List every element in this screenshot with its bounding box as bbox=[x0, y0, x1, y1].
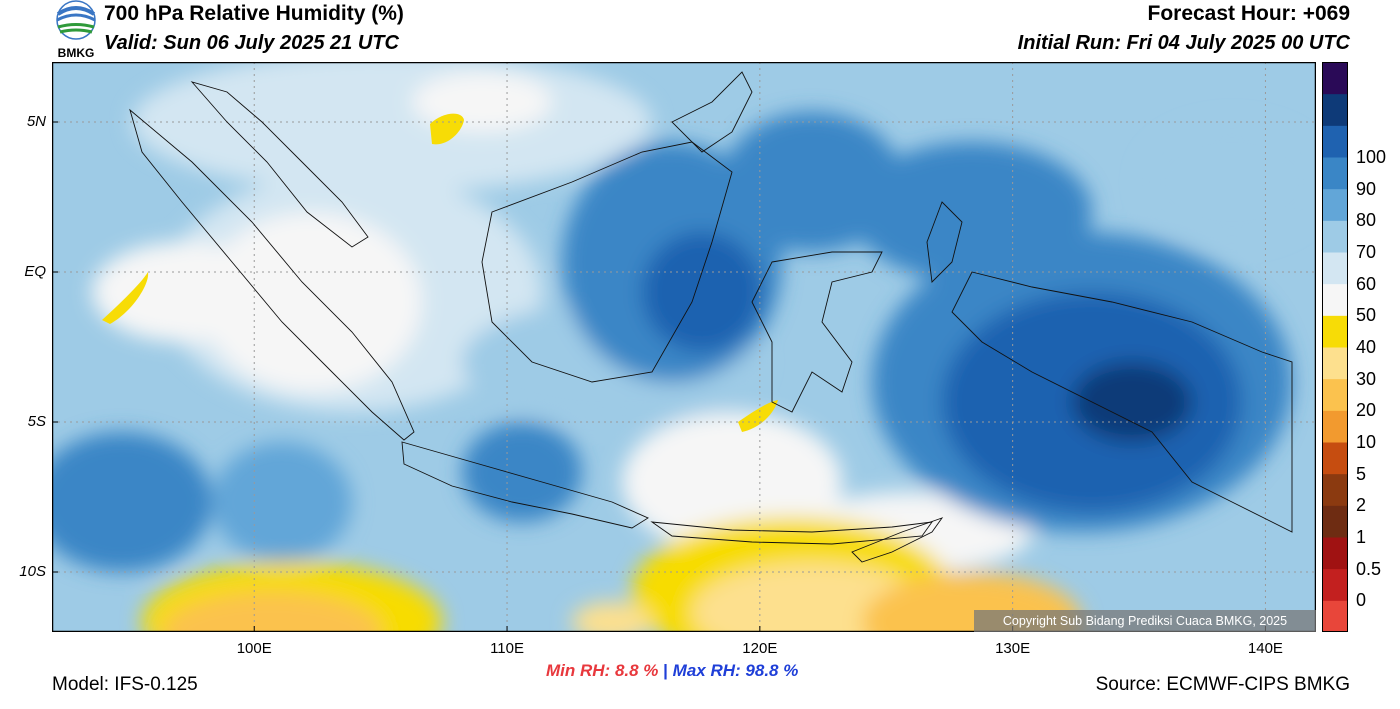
lat-tick-label: EQ bbox=[24, 263, 46, 280]
lat-tick-label: 5S bbox=[27, 413, 46, 430]
map-frame bbox=[52, 62, 1316, 632]
map-title: 700 hPa Relative Humidity (%) bbox=[104, 2, 404, 25]
colorbar-block bbox=[1322, 568, 1348, 601]
colorbar-block bbox=[1322, 62, 1348, 95]
colorbar-label: 0.5 bbox=[1356, 558, 1382, 579]
colorbar-block bbox=[1322, 505, 1348, 538]
colorbar-block bbox=[1322, 537, 1348, 570]
dry-patch-flores bbox=[738, 400, 778, 432]
graticule bbox=[52, 62, 1316, 632]
bmkg-logo-icon: BMKG bbox=[56, 0, 96, 60]
model-label: Model: IFS-0.125 bbox=[52, 674, 198, 695]
colorbar-block bbox=[1322, 315, 1348, 348]
malay-peninsula-coast bbox=[190, 81, 369, 248]
philippines-coast bbox=[671, 71, 753, 153]
nusa-tenggara-coast bbox=[650, 521, 933, 545]
colorbar-label: 1 bbox=[1356, 527, 1367, 547]
colorbar-label: 0 bbox=[1356, 590, 1367, 611]
halmahera-coast bbox=[926, 201, 963, 283]
colorbar-block bbox=[1322, 220, 1348, 253]
colorbar-label: 5 bbox=[1356, 463, 1367, 484]
dry-patch-io bbox=[102, 272, 149, 324]
max-rh-label: Max RH: bbox=[672, 661, 741, 680]
colorbar-block bbox=[1322, 378, 1348, 411]
java-coast bbox=[401, 441, 649, 529]
coastlines bbox=[129, 71, 1293, 563]
colorbar-label: 2 bbox=[1356, 495, 1367, 516]
lon-tick-label: 120E bbox=[742, 640, 778, 657]
lat-tick-label: 10S bbox=[19, 563, 46, 580]
lon-tick-label: 110E bbox=[490, 640, 524, 657]
colorbar-block bbox=[1322, 410, 1348, 443]
source-label: Source: ECMWF-CIPS BMKG bbox=[1095, 674, 1350, 695]
colorbar-blocks bbox=[1322, 62, 1348, 632]
colorbar-block bbox=[1322, 157, 1348, 190]
new-guinea-coast bbox=[951, 271, 1293, 533]
valid-time: Valid: Sun 06 July 2025 21 UTC bbox=[104, 32, 399, 54]
lon-tick-label: 140E bbox=[1247, 640, 1283, 657]
sulawesi-coast bbox=[751, 251, 883, 413]
borneo-coast bbox=[481, 141, 733, 383]
max-rh-value: 98.8 % bbox=[745, 661, 799, 680]
colorbar-label: 20 bbox=[1356, 400, 1377, 421]
colorbar-block bbox=[1322, 283, 1348, 316]
lat-tick-label: 5N bbox=[26, 113, 46, 130]
colorbar-label: 40 bbox=[1356, 337, 1377, 357]
colorbar-label: 10 bbox=[1356, 432, 1377, 452]
colorbar-label: 90 bbox=[1356, 178, 1377, 199]
colorbar-block bbox=[1322, 442, 1348, 475]
colorbar-block bbox=[1322, 188, 1348, 221]
logo-text: BMKG bbox=[58, 46, 95, 60]
colorbar-block bbox=[1322, 473, 1348, 506]
colorbar-block bbox=[1322, 93, 1348, 126]
rh-map bbox=[52, 62, 1316, 632]
colorbar-label: 60 bbox=[1356, 273, 1377, 294]
stats-separator: | bbox=[663, 661, 668, 680]
bmkg-logo: BMKG bbox=[52, 0, 100, 60]
colorbar-block bbox=[1322, 125, 1348, 158]
colorbar bbox=[1322, 62, 1348, 632]
colorbar-label: 70 bbox=[1356, 242, 1377, 262]
forecast-hour: Forecast Hour: +069 bbox=[1147, 2, 1351, 25]
timor-coast bbox=[851, 517, 944, 563]
dry-patch-scs bbox=[430, 113, 464, 145]
humidity-field bbox=[52, 62, 1316, 632]
colorbar-block bbox=[1322, 347, 1348, 380]
colorbar-block bbox=[1322, 600, 1348, 632]
lon-tick-label: 100E bbox=[236, 640, 272, 657]
colorbar-label: 30 bbox=[1356, 368, 1377, 389]
rh-stats: Min RH: 8.8 % | Max RH: 98.8 % bbox=[546, 661, 798, 681]
colorbar-block bbox=[1322, 252, 1348, 285]
sumatra-coast bbox=[129, 108, 415, 441]
colorbar-label: 50 bbox=[1356, 305, 1377, 326]
min-rh-value: 8.8 % bbox=[614, 661, 659, 680]
min-rh-label: Min RH: bbox=[546, 661, 611, 680]
colorbar-label: 100 bbox=[1356, 147, 1387, 167]
lon-tick-label: 130E bbox=[995, 640, 1031, 657]
initial-run: Initial Run: Fri 04 July 2025 00 UTC bbox=[1017, 32, 1350, 54]
copyright-badge: Copyright Sub Bidang Prediksi Cuaca BMKG… bbox=[974, 610, 1316, 632]
colorbar-label: 80 bbox=[1356, 210, 1377, 231]
